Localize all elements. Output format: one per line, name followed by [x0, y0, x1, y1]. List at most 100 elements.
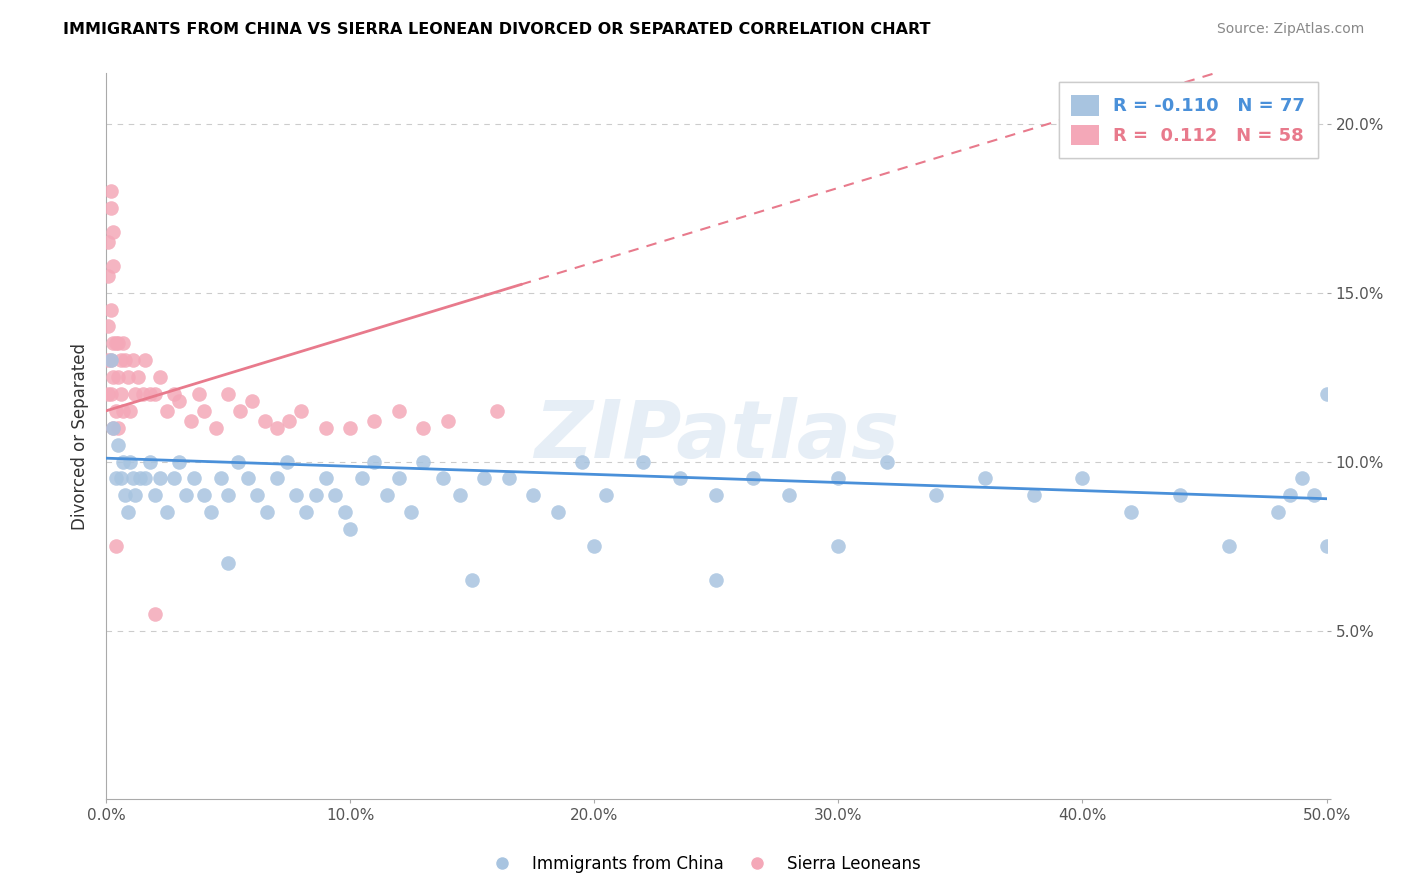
Point: [412, 421, 434, 435]
Point: [498, 471, 520, 485]
Point: [117, 505, 139, 519]
Point: [375, 488, 398, 502]
Point: [246, 488, 269, 502]
Text: Source: ZipAtlas.com: Source: ZipAtlas.com: [1216, 22, 1364, 37]
Point: [339, 421, 361, 435]
Point: [668, 471, 690, 485]
Point: [97, 319, 120, 334]
Point: [139, 387, 162, 401]
Point: [973, 471, 995, 485]
Point: [156, 404, 179, 418]
Point: [187, 387, 209, 401]
Point: [315, 421, 337, 435]
Point: [432, 471, 454, 485]
Point: [107, 438, 129, 452]
Point: [143, 387, 166, 401]
Point: [107, 336, 129, 351]
Point: [1278, 488, 1301, 502]
Point: [143, 607, 166, 621]
Point: [295, 505, 318, 519]
Point: [412, 454, 434, 468]
Point: [226, 454, 249, 468]
Point: [278, 414, 301, 428]
Point: [149, 471, 172, 485]
Point: [571, 454, 593, 468]
Legend: Immigrants from China, Sierra Leoneans: Immigrants from China, Sierra Leoneans: [478, 848, 928, 880]
Point: [217, 387, 239, 401]
Point: [204, 421, 226, 435]
Point: [1316, 539, 1339, 553]
Point: [1291, 471, 1313, 485]
Point: [121, 353, 143, 368]
Point: [1303, 488, 1326, 502]
Point: [363, 454, 385, 468]
Text: ZIPatlas: ZIPatlas: [534, 397, 898, 475]
Point: [100, 302, 122, 317]
Point: [107, 421, 129, 435]
Point: [120, 404, 142, 418]
Point: [1071, 471, 1094, 485]
Point: [242, 393, 264, 408]
Point: [193, 488, 215, 502]
Point: [134, 353, 156, 368]
Point: [156, 505, 179, 519]
Point: [124, 488, 146, 502]
Point: [388, 404, 411, 418]
Point: [134, 471, 156, 485]
Point: [399, 505, 422, 519]
Point: [290, 404, 312, 418]
Point: [253, 414, 276, 428]
Point: [100, 353, 122, 368]
Point: [103, 336, 125, 351]
Point: [229, 404, 252, 418]
Point: [256, 505, 278, 519]
Point: [97, 235, 120, 249]
Point: [111, 404, 134, 418]
Point: [209, 471, 232, 485]
Point: [827, 539, 849, 553]
Point: [104, 336, 127, 351]
Point: [107, 370, 129, 384]
Point: [149, 370, 172, 384]
Point: [333, 505, 356, 519]
Point: [127, 370, 149, 384]
Point: [217, 556, 239, 570]
Point: [103, 421, 125, 435]
Text: IMMIGRANTS FROM CHINA VS SIERRA LEONEAN DIVORCED OR SEPARATED CORRELATION CHART: IMMIGRANTS FROM CHINA VS SIERRA LEONEAN …: [63, 22, 931, 37]
Point: [103, 370, 125, 384]
Point: [339, 522, 361, 536]
Point: [285, 488, 308, 502]
Point: [925, 488, 948, 502]
Point: [183, 471, 205, 485]
Point: [163, 387, 186, 401]
Point: [97, 353, 120, 368]
Point: [876, 454, 898, 468]
Point: [1121, 505, 1143, 519]
Point: [276, 454, 298, 468]
Point: [120, 454, 142, 468]
Point: [305, 488, 328, 502]
Point: [388, 471, 411, 485]
Point: [167, 454, 190, 468]
Point: [325, 488, 347, 502]
Point: [117, 370, 139, 384]
Point: [522, 488, 544, 502]
Point: [139, 454, 162, 468]
Point: [143, 488, 166, 502]
Point: [110, 353, 132, 368]
Point: [449, 488, 471, 502]
Point: [352, 471, 374, 485]
Point: [100, 201, 122, 215]
Point: [100, 353, 122, 368]
Point: [114, 488, 136, 502]
Point: [236, 471, 259, 485]
Point: [104, 404, 127, 418]
Point: [104, 539, 127, 553]
Point: [827, 471, 849, 485]
Point: [176, 488, 198, 502]
Point: [110, 387, 132, 401]
Point: [103, 259, 125, 273]
Point: [129, 471, 152, 485]
Point: [595, 488, 617, 502]
Point: [1168, 488, 1191, 502]
